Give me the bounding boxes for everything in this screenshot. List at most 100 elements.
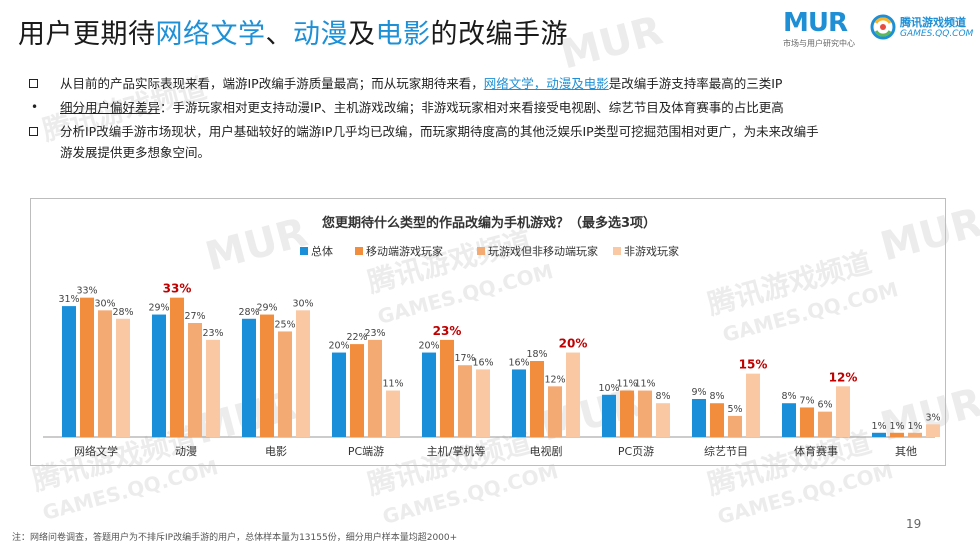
bar [80,297,94,437]
bar [656,403,670,437]
category-label: PC端游 [348,445,384,458]
title-highlight-film: 电影 [375,19,431,50]
data-label: 18% [526,349,547,360]
bar [836,386,850,437]
data-label: 6% [817,400,832,411]
bullet-underlined-term: 细分用户偏好差异 [60,100,161,115]
data-label: 27% [184,311,205,322]
data-label: 23% [433,324,462,338]
data-label: 20% [559,337,588,351]
title-separator: 、 [265,19,293,50]
data-label: 33% [163,282,192,296]
bar [62,306,76,437]
bar [350,344,364,437]
legend-swatch [300,247,308,255]
data-label: 12% [829,370,858,384]
bar [512,369,526,437]
bar [800,407,814,437]
category-label: 电视剧 [530,444,563,458]
legend-label: 总体 [311,244,333,258]
square-bullet-icon [29,127,38,136]
legend-label: 玩游戏但非移动端玩家 [488,244,598,258]
data-label: 1% [889,421,904,432]
data-label: 11% [634,379,655,390]
data-label: 1% [907,421,922,432]
bar [152,314,166,437]
category-label: 网络文学 [74,444,118,458]
bar [170,297,184,437]
legend-label: 移动端游戏玩家 [366,244,443,258]
bar [278,331,292,437]
data-label: 15% [739,358,768,372]
mur-logo-text: MUR [783,8,848,38]
data-label: 1% [871,421,886,432]
bar [368,339,382,437]
bullet-item: 从目前的产品实际表现来看，端游IP改编手游质量最高；而从玩家期待来看，网络文学，… [28,73,968,94]
bar [476,369,490,437]
title-prefix: 用户更期待 [18,19,156,50]
data-label: 3% [925,412,940,423]
legend-swatch [477,247,485,255]
bar [386,390,400,437]
bar [890,432,904,437]
bullet-text: 游发展提供更多想象空间。 [60,145,211,160]
bar [782,403,796,437]
data-label: 17% [454,353,475,364]
data-label: 8% [655,391,670,402]
page-number: 19 [906,517,922,531]
category-label: 动漫 [175,444,197,458]
data-label: 30% [94,298,115,309]
bar [296,310,310,437]
bar [332,352,346,437]
bar [710,403,724,437]
data-label: 10% [598,383,619,394]
data-label: 22% [346,332,367,343]
bar [98,310,112,437]
bar [206,339,220,437]
bar [620,390,634,437]
category-label: 体育赛事 [794,444,838,458]
data-label: 12% [544,374,565,385]
chart-frame: 您更期待什么类型的作品改编为手机游戏？（最多选3项） 总体 移动端游戏玩家 玩游戏但非… [30,198,946,466]
category-label: 主机/掌机等 [427,444,486,458]
bar [188,323,202,437]
bar [440,339,454,437]
data-label: 28% [112,307,133,318]
category-label: 其他 [895,445,917,458]
bullet-link-highlight[interactable]: 网络文学，动漫及电影 [483,76,609,91]
bar [908,432,922,437]
data-label: 29% [256,303,277,314]
watermark-url: GAMES.QQ.COM [714,459,896,529]
bar [692,399,706,437]
data-label: 29% [148,303,169,314]
bullet-text: 是改编手游支持率最高的三类IP [608,76,783,91]
mur-logo-subtitle: 市场与用户研究中心 [783,39,855,48]
data-label: 20% [418,341,439,352]
bar [566,352,580,437]
data-label: 23% [364,328,385,339]
bar [458,365,472,437]
bar [728,415,742,437]
data-label: 16% [472,357,493,368]
bar [602,394,616,437]
chart-title: 您更期待什么类型的作品改编为手机游戏？（最多选3项） [322,215,656,231]
legend-swatch [355,247,363,255]
bullet-text: ：手游玩家相对更支持动漫IP、主机游戏改编；非游戏玩家相对来看接受电视剧、综艺节… [160,100,784,115]
data-label: 28% [238,307,259,318]
footnote: 注：网络问卷调查，答题用户为不排斥IP改编手游的用户，总体样本量为13155份，… [12,533,458,543]
title-highlight-anime: 动漫 [293,19,348,50]
watermark-url: GAMES.QQ.COM [379,459,561,529]
data-label: 16% [508,357,529,368]
category-label: PC页游 [618,445,654,458]
bar [872,432,886,437]
summary-bullets: 从目前的产品实际表现来看，端游IP改编手游质量最高；而从玩家期待来看，网络文学，… [28,73,968,163]
title-suffix: 的改编手游 [430,19,568,50]
title-conjunction: 及 [348,19,376,50]
data-label: 33% [76,286,97,297]
data-label: 5% [727,404,742,415]
bar [638,390,652,437]
legend-swatch [613,247,621,255]
tencent-games-logo: 腾讯游戏频道 GAMES.QQ.COM [870,12,974,46]
data-label: 30% [292,298,313,309]
title-highlight-web-literature: 网络文学 [155,19,266,50]
